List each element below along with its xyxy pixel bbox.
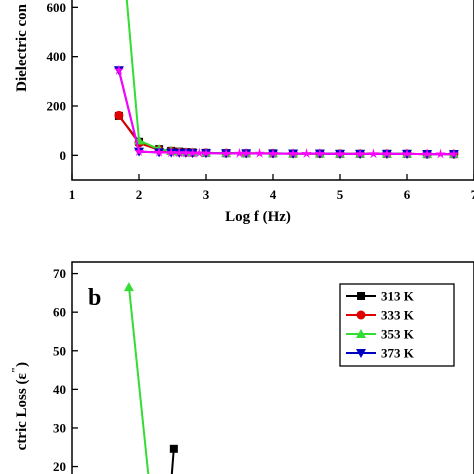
chart-b-legend-label: 333 K — [381, 308, 415, 323]
chart-b-legend-items: 313 K 333 K 353 K 373 K — [346, 289, 415, 361]
chart-b-y-axis-title-close: ) — [14, 362, 30, 367]
chart-a-series-5-point — [165, 147, 177, 158]
chart-a-series-3-line — [125, 0, 454, 156]
chart-a-x-tick-label: 1 — [69, 187, 76, 202]
chart-a-y-axis-title: Dielectric con — [14, 3, 30, 92]
chart-a-x-tick-label: 7 — [471, 187, 474, 202]
chart-a-x-tick-label: 4 — [270, 187, 277, 202]
chart-a-series-5-point — [254, 147, 265, 158]
chart-a-series-5-point — [153, 146, 165, 157]
chart-a-series-5-point — [180, 147, 192, 158]
chart-a-y-tick-label: 600 — [47, 0, 67, 15]
chart-a-series-5-point — [113, 64, 125, 75]
chart-a-series-5-point — [368, 148, 379, 159]
chart-b-series-3-line — [128, 286, 150, 474]
chart-b-legend-swatch-marker — [356, 310, 366, 320]
chart-a-series-5-point — [194, 147, 205, 158]
chart-b-series-3 — [123, 282, 150, 474]
chart-a-series-5-point — [187, 147, 198, 158]
chart-b-legend-swatch-marker — [357, 292, 365, 300]
chart-b-legend-label: 313 K — [381, 289, 415, 304]
chart-a-series-4-line — [117, 69, 454, 156]
chart-b-y-tick-label: 60 — [53, 305, 66, 320]
chart-b: 20 30 40 50 60 70 b ctric Loss (ε") 313 K 333 … — [10, 261, 474, 474]
chart-a-series-5-line — [117, 69, 454, 156]
chart-b-series-1-line — [170, 448, 175, 474]
chart-a-series-5-point — [448, 148, 460, 159]
chart-a-x-tick-label: 6 — [404, 187, 411, 202]
chart-a-x-tick-label: 2 — [136, 187, 143, 202]
chart-a: 0 200 400 600 1 2 3 4 5 6 7 Log f (Hz) Dielectric … — [14, 0, 474, 225]
chart-b-y-tick-label: 20 — [53, 459, 66, 474]
chart-a-series-4 — [113, 66, 459, 160]
chart-b-legend-item: 373 K — [346, 346, 415, 361]
chart-a-series-5-point — [287, 148, 299, 159]
chart-b-y-tick-label: 50 — [53, 343, 66, 358]
chart-a-series-5-point — [174, 147, 185, 158]
chart-b-legend: 313 K 333 K 353 K 373 K — [339, 283, 455, 367]
chart-b-legend-item: 313 K — [346, 289, 415, 304]
chart-a-series-5-point — [354, 148, 366, 159]
chart-b-legend-label: 353 K — [381, 327, 415, 342]
chart-b-frame — [71, 261, 474, 474]
chart-b-legend-label: 373 K — [381, 346, 415, 361]
chart-a-series-5-point — [401, 148, 413, 159]
chart-b-ticks: 20 30 40 50 60 70 — [53, 266, 78, 474]
chart-a-y-tick-label: 0 — [60, 148, 67, 163]
chart-a-ticks: 0 200 400 600 1 2 3 4 5 6 7 — [47, 0, 474, 202]
chart-b-panel-label: b — [88, 285, 101, 311]
chart-a-series-5-point — [133, 146, 145, 157]
chart-a-x-axis-title: Log f (Hz) — [225, 209, 291, 225]
chart-a-series-5-point — [301, 148, 312, 159]
chart-a-series-5-point — [241, 147, 252, 158]
chart-b-legend-item: 333 K — [346, 308, 415, 323]
chart-a-series-5-point — [220, 147, 232, 158]
chart-a-series-5-point — [234, 147, 245, 158]
chart-b-legend-swatch-marker — [356, 349, 366, 358]
chart-a-series-2-point — [114, 110, 124, 120]
chart-b-y-axis-title-text: ctric Loss (ε — [14, 373, 30, 451]
chart-b-series-1-point — [169, 444, 178, 453]
chart-a-series — [113, 0, 460, 160]
chart-b-legend-swatch-marker — [356, 329, 366, 338]
chart-a-y-tick-label: 400 — [47, 49, 67, 64]
chart-a-series-3 — [125, 0, 459, 159]
chart-b-legend-item: 353 K — [346, 327, 415, 342]
chart-a-series-5 — [113, 64, 460, 159]
chart-b-series-1 — [169, 444, 178, 474]
chart-b-y-tick-label: 40 — [53, 382, 66, 397]
chart-a-series-5-point — [267, 148, 279, 159]
chart-b-y-axis-title-quote: " — [10, 367, 22, 373]
chart-a-series-5-point — [200, 147, 212, 158]
chart-a-x-tick-label: 3 — [203, 187, 210, 202]
chart-b-y-axis-title: ctric Loss (ε") — [10, 362, 30, 450]
chart-a-series-5-point — [381, 148, 393, 159]
chart-b-series — [123, 282, 178, 474]
chart-a-series-5-point — [435, 148, 446, 159]
chart-a-series-5-point — [421, 148, 433, 159]
chart-a-series-5-point — [314, 148, 326, 159]
chart-a-x-tick-label: 5 — [337, 187, 344, 202]
chart-a-y-tick-label: 200 — [47, 99, 67, 114]
chart-b-y-tick-label: 30 — [53, 420, 66, 435]
chart-b-y-tick-label: 70 — [53, 266, 66, 281]
chart-a-series-5-point — [334, 148, 346, 159]
chart-b-series-3-point — [123, 282, 134, 292]
